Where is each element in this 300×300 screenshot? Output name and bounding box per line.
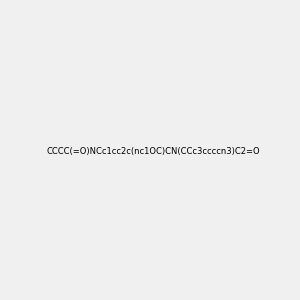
Text: CCCC(=O)NCc1cc2c(nc1OC)CN(CCc3ccccn3)C2=O: CCCC(=O)NCc1cc2c(nc1OC)CN(CCc3ccccn3)C2=… <box>47 147 261 156</box>
